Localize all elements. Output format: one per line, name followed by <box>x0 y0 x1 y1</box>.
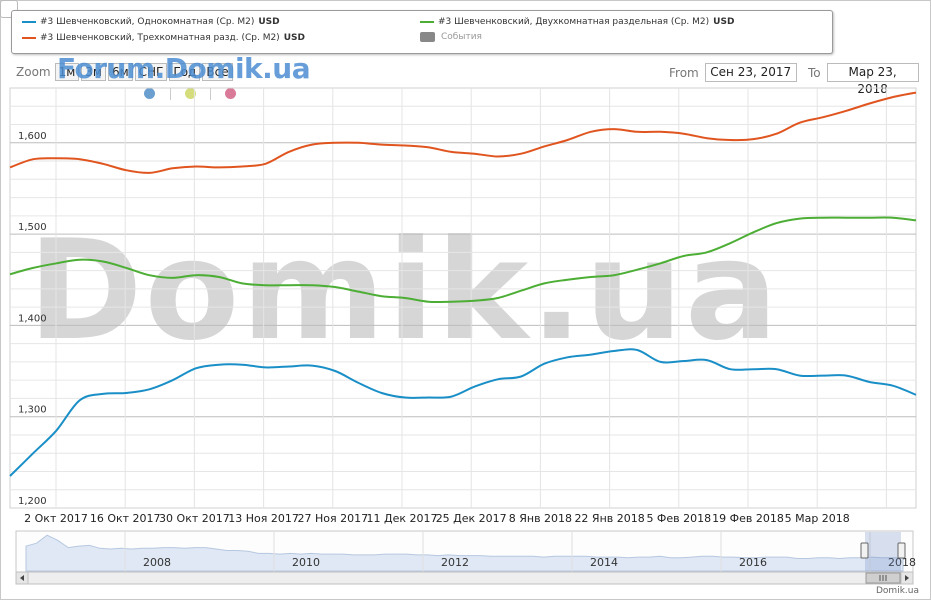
navigator-right-handle[interactable] <box>897 542 906 559</box>
navigator-series <box>25 534 904 572</box>
x-tick-label: 19 Фев 2018 <box>712 512 784 525</box>
from-date-input[interactable]: Сен 23, 2017 <box>704 63 797 82</box>
navigator-year-label: 2018 <box>888 556 916 569</box>
series-line-one-room[interactable] <box>9 348 917 477</box>
from-label: From <box>669 65 699 80</box>
legend-swatch <box>420 21 434 23</box>
navigator-year-label: 2016 <box>739 556 767 569</box>
zoom-selector: Zoom 1м 3м 6м СНГ Год Все <box>16 63 235 81</box>
event-divider <box>170 88 171 100</box>
scroll-right-arrow-icon <box>905 575 909 581</box>
navigator-year-label: 2012 <box>441 556 469 569</box>
legend-unit: USD <box>283 33 305 43</box>
scrollbar-track[interactable] <box>15 571 914 585</box>
legend-swatch <box>22 21 36 23</box>
zoom-1y-button[interactable]: Год <box>169 63 201 81</box>
series-line-three-room[interactable] <box>9 91 917 174</box>
x-tick-label: 13 Ноя 2017 <box>228 512 299 525</box>
x-tick-label: 2 Окт 2017 <box>24 512 88 525</box>
zoom-3m-button[interactable]: 3м <box>81 63 106 81</box>
navigator-year-label: 2014 <box>590 556 618 569</box>
x-tick-label: 16 Окт 2017 <box>90 512 161 525</box>
series-line-two-room[interactable] <box>9 216 917 303</box>
legend-item-one-room[interactable]: #3 Шевченковский, Однокомнатная (Ср. M2)… <box>22 17 280 27</box>
range-from: From Сен 23, 2017 <box>669 63 797 82</box>
x-tick-label: 25 Дек 2017 <box>436 512 507 525</box>
event-marker[interactable] <box>225 88 236 99</box>
y-tick-label: 1,600 <box>18 131 47 142</box>
navigator-year-label: 2010 <box>292 556 320 569</box>
to-label: To <box>808 65 821 80</box>
x-tick-label: 30 Окт 2017 <box>159 512 230 525</box>
y-tick-label: 1,500 <box>18 222 47 233</box>
legend-swatch <box>22 37 36 39</box>
range-to: To Мар 23, 2018 <box>808 63 919 96</box>
event-divider <box>210 88 211 100</box>
y-tick-label: 1,400 <box>18 313 47 324</box>
legend-item-events[interactable]: События <box>420 32 482 42</box>
x-tick-label: 11 Дек 2017 <box>367 512 438 525</box>
legend-unit: USD <box>258 17 280 27</box>
to-date-input[interactable]: Мар 23, 2018 <box>826 63 919 96</box>
legend-label: #3 Шевченковский, Трехкомнатная разд. (С… <box>40 33 280 43</box>
watermark-domik: Domik.ua <box>28 210 781 371</box>
x-tick-label: 27 Ноя 2017 <box>297 512 368 525</box>
navigator-selection[interactable] <box>865 532 901 571</box>
navigator-left-handle[interactable] <box>860 542 869 559</box>
watermark-forum: Forum.Domik.ua <box>57 52 311 85</box>
legend-unit: USD <box>713 17 735 27</box>
event-marker[interactable] <box>144 88 155 99</box>
legend-label: #3 Шевченковский, Двухкомнатная раздельн… <box>438 17 710 27</box>
scrollbar-grip-icon <box>879 575 887 581</box>
zoom-label: Zoom <box>16 65 51 79</box>
x-tick-label: 5 Фев 2018 <box>646 512 711 525</box>
event-marker[interactable] <box>185 88 196 99</box>
zoom-all-button[interactable]: Все <box>202 63 233 81</box>
footer-brand: Domik.ua <box>876 586 919 596</box>
x-tick-label: 8 Янв 2018 <box>509 512 572 525</box>
zoom-6m-button[interactable]: 6м <box>107 63 133 81</box>
legend-item-three-room[interactable]: #3 Шевченковский, Трехкомнатная разд. (С… <box>22 33 305 43</box>
scroll-left-arrow-icon <box>20 575 24 581</box>
legend: #3 Шевченковский, Однокомнатная (Ср. M2)… <box>11 10 833 54</box>
legend-swatch <box>420 32 435 42</box>
y-tick-label: 1,200 <box>18 496 47 507</box>
zoom-ytd-button[interactable]: СНГ <box>134 63 168 81</box>
legend-label: #3 Шевченковский, Однокомнатная (Ср. M2) <box>40 17 255 27</box>
legend-label: События <box>441 32 482 42</box>
x-tick-label: 5 Мар 2018 <box>785 512 850 525</box>
legend-item-two-room[interactable]: #3 Шевченковский, Двухкомнатная раздельн… <box>420 17 734 27</box>
plot-area <box>9 87 917 509</box>
zoom-1m-button[interactable]: 1м <box>54 63 80 81</box>
x-tick-label: 22 Янв 2018 <box>574 512 644 525</box>
navigator-year-label: 2008 <box>143 556 171 569</box>
y-tick-label: 1,300 <box>18 405 47 416</box>
